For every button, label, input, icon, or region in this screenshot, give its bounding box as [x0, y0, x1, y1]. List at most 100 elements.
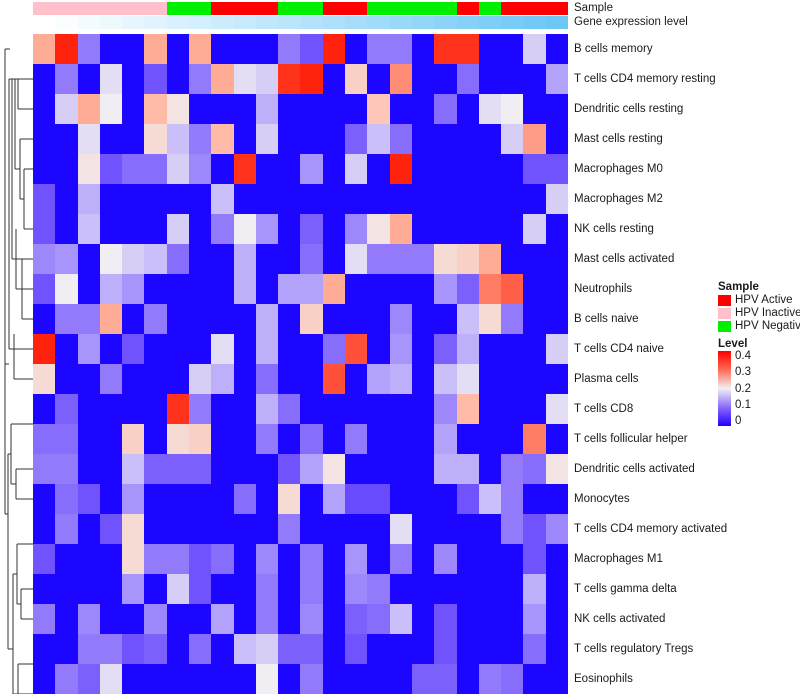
heatmap-cell	[523, 574, 546, 604]
heatmap-cell	[99, 154, 123, 184]
heatmap-cell	[345, 214, 368, 244]
heatmap-cell	[478, 664, 502, 694]
heatmap-cell	[77, 484, 100, 514]
heatmap-cell	[434, 664, 457, 694]
heatmap-cell	[322, 304, 346, 334]
heatmap-cell	[411, 544, 435, 574]
heatmap-cell	[478, 604, 502, 634]
heatmap-cell	[367, 424, 390, 454]
heatmap-cell	[367, 394, 390, 424]
heatmap-cell	[189, 154, 212, 184]
heatmap-cell	[166, 454, 190, 484]
gene-expression-annotation-cell	[412, 16, 435, 29]
heatmap-cell	[478, 454, 502, 484]
heatmap-cell	[389, 634, 412, 664]
heatmap-cell	[55, 34, 78, 64]
heatmap-cell	[501, 424, 524, 454]
heatmap-cell	[77, 184, 100, 214]
heatmap-cell	[166, 634, 190, 664]
heatmap-cell	[122, 394, 145, 424]
heatmap-cell	[545, 274, 568, 304]
heatmap-cell	[300, 544, 323, 574]
heatmap-cell	[77, 154, 100, 184]
heatmap-cell	[545, 514, 568, 544]
heatmap-cell	[55, 604, 78, 634]
heatmap-cell	[55, 184, 78, 214]
heatmap-cell	[189, 244, 212, 274]
heatmap-cell	[144, 514, 167, 544]
heatmap-cell	[255, 364, 279, 394]
heatmap-cell	[122, 364, 145, 394]
heatmap-cell	[255, 184, 279, 214]
heatmap-cell	[189, 184, 212, 214]
heatmap-cell	[233, 184, 256, 214]
heatmap-cell	[345, 304, 368, 334]
heatmap-cell	[166, 334, 190, 364]
sample-legend-label: HPV Negative	[735, 320, 800, 332]
heatmap-cell	[55, 334, 78, 364]
heatmap-cell	[189, 664, 212, 694]
sample-annotation-cell	[345, 2, 368, 15]
heatmap-cell	[55, 214, 78, 244]
heatmap-cell	[478, 424, 502, 454]
heatmap-cell	[99, 64, 123, 94]
heatmap-row-label: T cells CD4 naive	[574, 343, 664, 355]
heatmap-cell	[411, 514, 435, 544]
heatmap-cell	[456, 514, 479, 544]
heatmap-cell	[255, 604, 279, 634]
heatmap-cell	[545, 34, 568, 64]
heatmap-cell	[345, 334, 368, 364]
heatmap-cell	[367, 124, 390, 154]
sample-annotation-cell	[122, 2, 145, 15]
heatmap-cell	[501, 274, 524, 304]
heatmap-cell	[523, 664, 546, 694]
heatmap-cell	[255, 484, 279, 514]
heatmap-cell	[545, 334, 568, 364]
heatmap-cell	[77, 124, 100, 154]
heatmap-cell	[122, 124, 145, 154]
heatmap-cell	[144, 274, 167, 304]
sample-annotation-cell	[77, 2, 100, 15]
sample-annotation-cell	[166, 2, 190, 15]
gene-expression-annotation-cell	[545, 16, 569, 29]
heatmap-row-label: Mast cells activated	[574, 253, 675, 265]
heatmap-cell	[456, 574, 479, 604]
heatmap-cell	[278, 304, 301, 334]
heatmap-cell	[278, 424, 301, 454]
heatmap-cell	[99, 484, 123, 514]
heatmap-cell	[55, 634, 78, 664]
heatmap-row-label: T cells gamma delta	[574, 583, 677, 595]
heatmap-cell	[478, 304, 502, 334]
heatmap-cell	[523, 214, 546, 244]
heatmap-cell	[501, 184, 524, 214]
heatmap-cell	[33, 274, 56, 304]
gene-expression-annotation-cell	[211, 16, 234, 29]
heatmap-cell	[144, 394, 167, 424]
heatmap-cell	[99, 544, 123, 574]
heatmap-cell	[166, 94, 190, 124]
heatmap-cell	[456, 34, 479, 64]
heatmap-cell	[278, 334, 301, 364]
heatmap-cell	[255, 514, 279, 544]
heatmap-cell	[33, 454, 56, 484]
heatmap-cell	[55, 274, 78, 304]
heatmap-cell	[33, 604, 56, 634]
heatmap-cell	[411, 274, 435, 304]
heatmap-cell	[211, 274, 234, 304]
heatmap-cell	[189, 454, 212, 484]
sample-annotation-cell	[322, 2, 346, 15]
gene-expression-annotation-cell	[523, 16, 546, 29]
heatmap-cell	[144, 364, 167, 394]
heatmap-cell	[545, 604, 568, 634]
heatmap-cell	[434, 154, 457, 184]
heatmap-cell	[501, 94, 524, 124]
heatmap-cell	[501, 124, 524, 154]
heatmap-cell	[545, 424, 568, 454]
heatmap-cell	[523, 304, 546, 334]
heatmap-cell	[545, 634, 568, 664]
heatmap-cell	[55, 244, 78, 274]
heatmap-cell	[300, 574, 323, 604]
heatmap-cell	[166, 514, 190, 544]
heatmap-cell	[434, 454, 457, 484]
sample-annotation-cell	[211, 2, 234, 15]
